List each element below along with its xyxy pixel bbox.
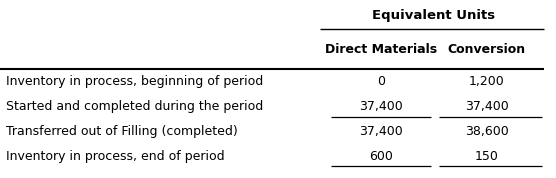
Text: Inventory in process, beginning of period: Inventory in process, beginning of perio… — [6, 75, 263, 88]
Text: Direct Materials: Direct Materials — [325, 43, 437, 56]
Text: 600: 600 — [369, 150, 393, 163]
Text: Inventory in process, end of period: Inventory in process, end of period — [6, 150, 224, 163]
Text: 37,400: 37,400 — [465, 100, 508, 113]
Text: Started and completed during the period: Started and completed during the period — [6, 100, 263, 113]
Text: 38,600: 38,600 — [465, 125, 508, 138]
Text: 37,400: 37,400 — [359, 125, 403, 138]
Text: 150: 150 — [475, 150, 498, 163]
Text: 37,400: 37,400 — [359, 100, 403, 113]
Text: 1,200: 1,200 — [469, 75, 504, 88]
Text: Conversion: Conversion — [448, 43, 525, 56]
Text: Transferred out of Filling (completed): Transferred out of Filling (completed) — [6, 125, 237, 138]
Text: 0: 0 — [377, 75, 385, 88]
Text: Equivalent Units: Equivalent Units — [372, 9, 495, 22]
